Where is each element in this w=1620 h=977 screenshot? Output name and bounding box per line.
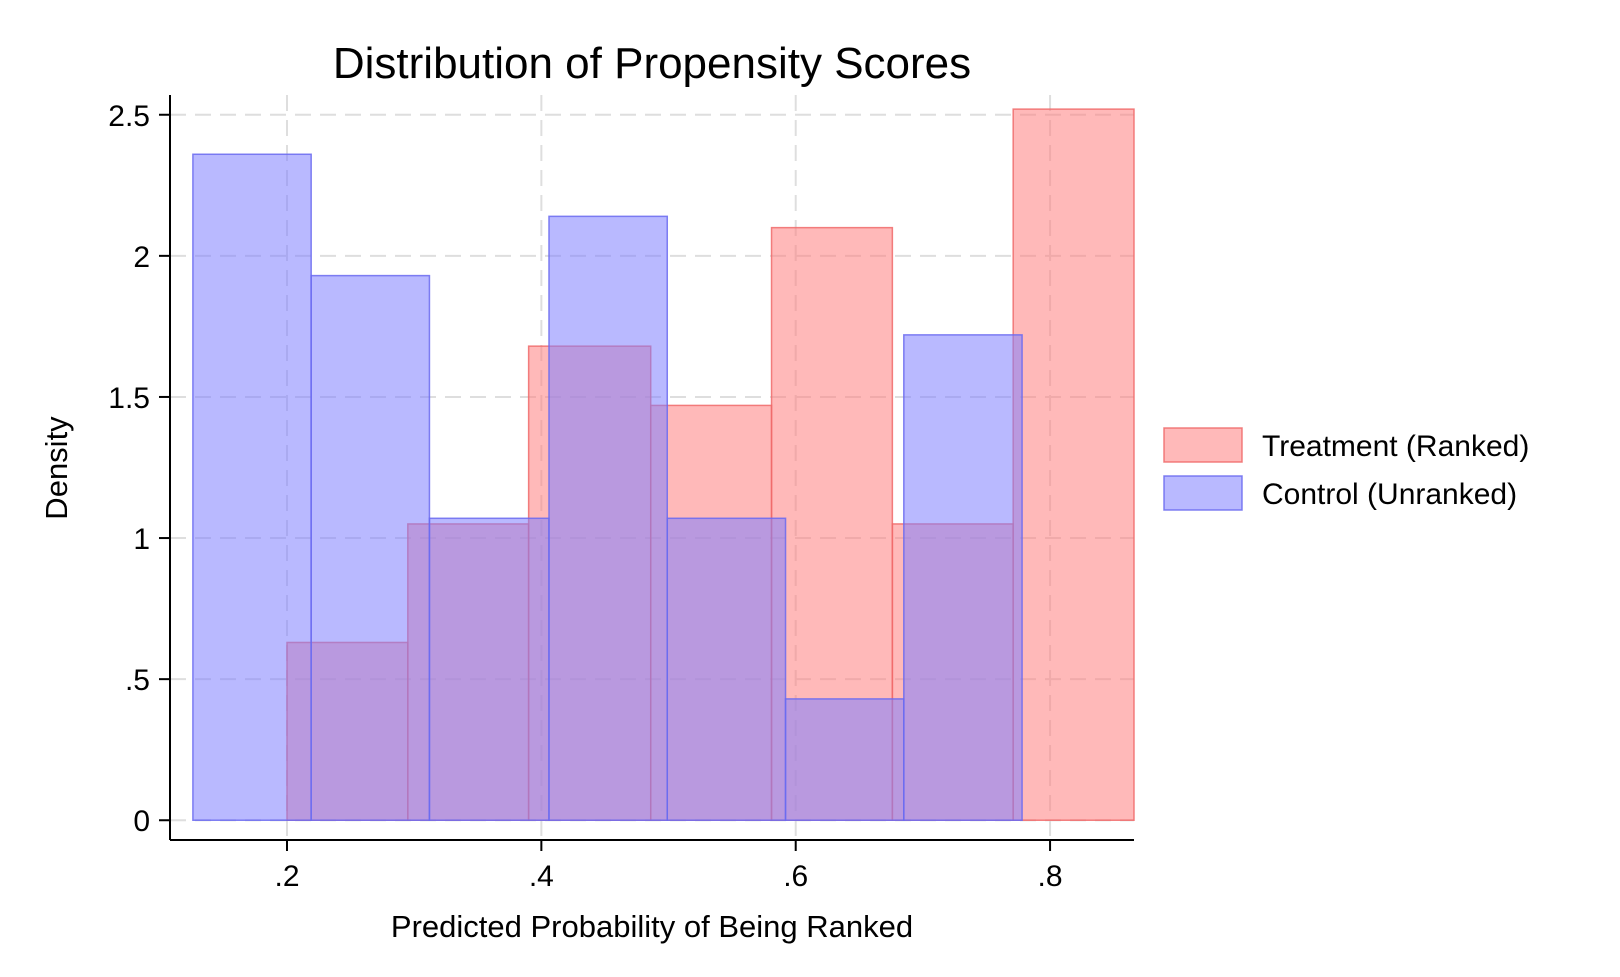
y-tick-label: 0 xyxy=(133,805,150,838)
axes xyxy=(169,95,1134,841)
control-bar xyxy=(428,517,550,821)
y-axis-label: Density xyxy=(39,416,74,520)
chart-title: Distribution of Propensity Scores xyxy=(333,39,971,88)
treatment-bar xyxy=(1012,108,1135,821)
x-tick-label: .4 xyxy=(529,860,554,893)
y-tick-label: 2 xyxy=(133,241,150,274)
y-tick-label: 1.5 xyxy=(108,382,150,415)
histogram-bars xyxy=(192,108,1135,821)
x-tick-label: .8 xyxy=(1038,860,1063,893)
axis-ticks: .2 .4 .6 .8 0 .5 1 1.5 2 2.5 xyxy=(108,100,1062,893)
legend-label-treatment: Treatment (Ranked) xyxy=(1262,430,1529,463)
y-tick-label: .5 xyxy=(125,664,150,697)
legend-swatch-treatment xyxy=(1163,427,1243,463)
control-bar xyxy=(784,698,905,821)
control-bar xyxy=(192,153,312,821)
legend-swatch-control xyxy=(1163,475,1243,511)
y-tick-label: 2.5 xyxy=(108,100,150,133)
chart-legend: Treatment (Ranked) Control (Unranked) xyxy=(1163,427,1529,511)
control-bar xyxy=(666,517,787,821)
x-tick-label: .6 xyxy=(783,860,808,893)
control-series xyxy=(192,153,1023,821)
control-bar xyxy=(310,274,431,821)
control-bar xyxy=(903,334,1023,821)
control-bar xyxy=(548,215,669,821)
x-tick-label: .2 xyxy=(274,860,299,893)
y-tick-label: 1 xyxy=(133,523,150,556)
x-axis-label: Predicted Probability of Being Ranked xyxy=(391,909,913,944)
legend-label-control: Control (Unranked) xyxy=(1262,478,1517,511)
